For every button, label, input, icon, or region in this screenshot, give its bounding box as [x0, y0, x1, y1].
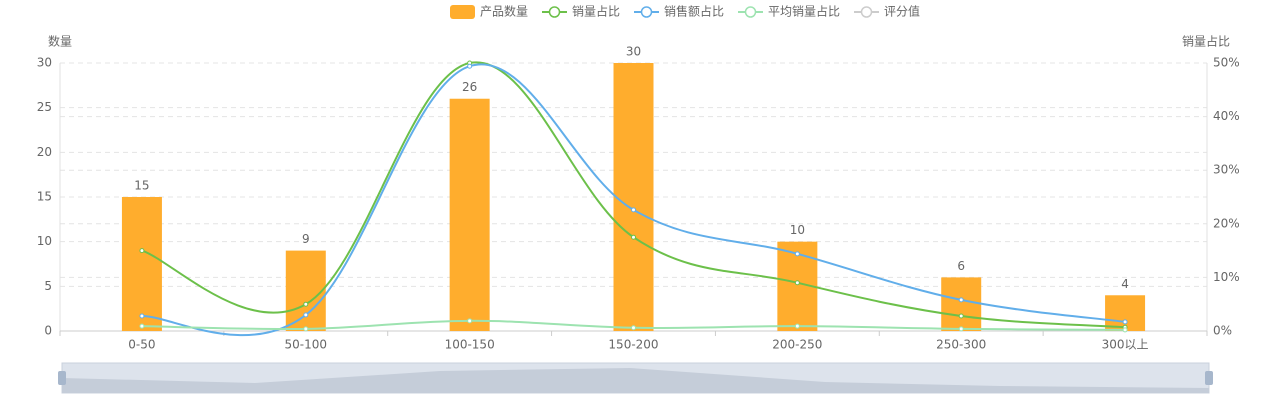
legend-item[interactable]: 平均销量占比 [738, 4, 840, 19]
y2-tick-label: 40% [1213, 109, 1240, 123]
x-tick-label: 250-300 [936, 338, 986, 352]
zoom-handle[interactable] [1205, 371, 1213, 385]
point [467, 63, 473, 69]
x-tick-label: 50-100 [285, 338, 328, 352]
zoom-shadow [62, 368, 1209, 393]
data-label: 26 [462, 80, 477, 94]
legend-swatch [548, 6, 561, 18]
bar [941, 277, 982, 331]
legend-item[interactable]: 销量占比 [542, 4, 620, 19]
legend-swatch [860, 6, 873, 18]
x-tick-label: 200-250 [772, 338, 822, 352]
y2-tick-label: 0% [1213, 324, 1232, 338]
legend-label: 评分值 [884, 4, 920, 19]
data-label: 30 [626, 45, 641, 59]
point [958, 297, 964, 303]
zoom-handle[interactable] [58, 371, 66, 385]
y2-tick-label: 30% [1213, 163, 1240, 177]
legend-label: 平均销量占比 [768, 4, 840, 19]
point [303, 312, 309, 318]
point [794, 323, 800, 329]
y-tick-label: 30 [37, 56, 52, 70]
point [631, 207, 636, 213]
x-tick-label: 300以上 [1102, 338, 1149, 352]
point [958, 313, 964, 319]
point [794, 251, 800, 257]
y-tick-label: 20 [37, 145, 52, 159]
point [1122, 327, 1128, 333]
point [303, 301, 309, 307]
point [467, 318, 473, 324]
bar [613, 63, 654, 331]
x-tick-label: 100-150 [445, 338, 495, 352]
point [139, 248, 145, 254]
legend: 产品数量 销量占比 销售额占比 平均销量占比 评分值 [450, 4, 920, 20]
x-tick-label: 0-50 [128, 338, 155, 352]
point [1122, 319, 1128, 325]
legend-swatch [450, 5, 475, 19]
data-label: 10 [790, 223, 805, 237]
legend-swatch [640, 6, 653, 18]
y-axis-title: 数量 [48, 34, 72, 49]
y2-axis-title: 销量占比 [1182, 34, 1230, 49]
bar [285, 250, 326, 331]
legend-label: 销售额占比 [664, 4, 724, 19]
y-tick-label: 15 [37, 190, 52, 204]
data-label: 6 [957, 259, 965, 273]
y-tick-label: 0 [44, 324, 52, 338]
point [794, 280, 800, 286]
y2-tick-label: 20% [1213, 216, 1240, 230]
y-tick-label: 25 [37, 100, 52, 114]
point [139, 313, 145, 319]
legend-swatch [744, 6, 757, 18]
point [631, 234, 636, 240]
y-tick-label: 5 [44, 279, 52, 293]
data-zoom[interactable] [58, 362, 1213, 394]
y2-tick-label: 50% [1213, 56, 1240, 70]
point [139, 323, 145, 329]
y2-tick-label: 10% [1213, 270, 1240, 284]
legend-item[interactable]: 评分值 [854, 4, 920, 19]
point [303, 326, 309, 332]
data-label: 9 [302, 232, 310, 246]
data-label: 4 [1121, 277, 1129, 291]
legend-label: 产品数量 [480, 4, 528, 19]
legend-label: 销量占比 [572, 4, 620, 19]
bar [121, 197, 162, 331]
data-label: 15 [134, 179, 149, 193]
legend-item[interactable]: 产品数量 [450, 4, 528, 20]
point [958, 326, 964, 332]
legend-item[interactable]: 销售额占比 [634, 4, 724, 19]
point [631, 325, 636, 331]
bar [449, 98, 490, 331]
x-tick-label: 150-200 [608, 338, 658, 352]
y-tick-label: 10 [37, 234, 52, 248]
